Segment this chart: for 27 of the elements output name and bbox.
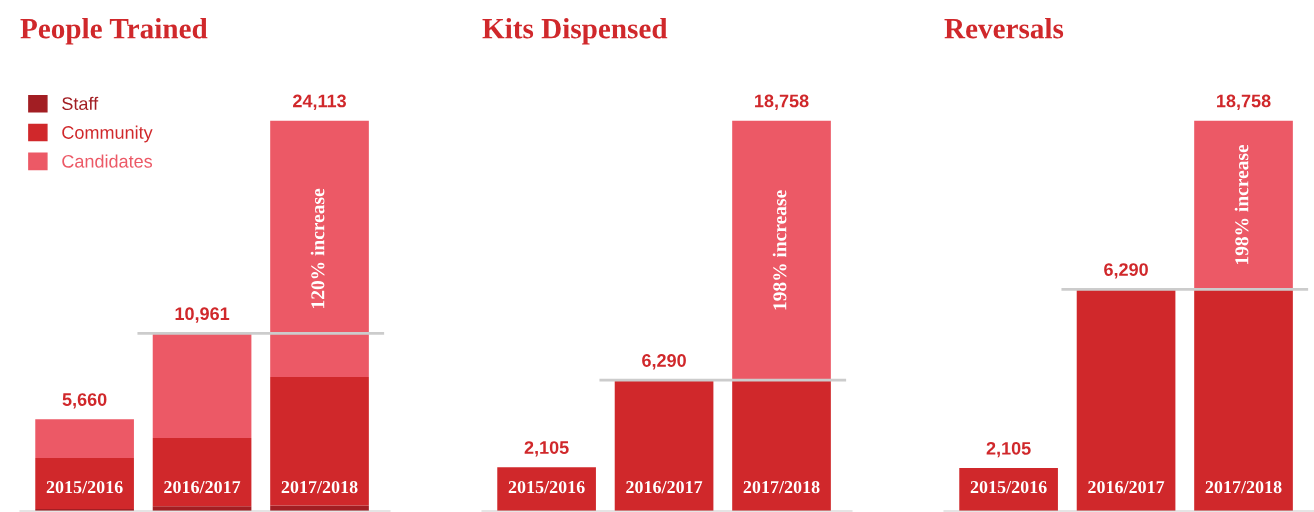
annotation: 5,660: [62, 393, 107, 409]
chart-title: Reversals: [944, 17, 1064, 39]
x-tick-label: 2017/2018: [281, 480, 358, 494]
x-tick-label: 2015/2016: [970, 480, 1047, 494]
annotation: 6,290: [1104, 263, 1148, 279]
annotation: 18,758: [1217, 94, 1271, 110]
annotation: 24,113: [293, 94, 346, 110]
x-tick-label: 2016/2017: [1088, 480, 1165, 494]
annotation: 2,105: [986, 441, 1031, 458]
x-tick-label: 2016/2017: [164, 480, 241, 494]
legend-label: Staff: [62, 96, 99, 111]
annotation: 2,105: [524, 441, 569, 457]
chart-title: Kits Dispensed: [482, 17, 668, 45]
annotation: 18,758: [755, 94, 809, 110]
x-tick-label: 2015/2016: [508, 480, 585, 494]
annotation: 198% increase: [1234, 144, 1249, 264]
annotation: 10,961: [175, 307, 230, 323]
annotation: 6,290: [642, 354, 686, 370]
annotation: 198% increase: [772, 190, 787, 310]
x-tick-label: 2017/2018: [743, 480, 820, 494]
legend-label: Community: [62, 125, 153, 143]
annotation: 120% increase: [310, 188, 325, 308]
x-tick-label: 2016/2017: [626, 480, 703, 494]
legend-label: Candidates: [62, 154, 153, 168]
x-tick-label: 2017/2018: [1205, 480, 1282, 494]
x-tick-label: 2015/2016: [46, 480, 123, 494]
chart-title: People Trained: [20, 17, 208, 45]
